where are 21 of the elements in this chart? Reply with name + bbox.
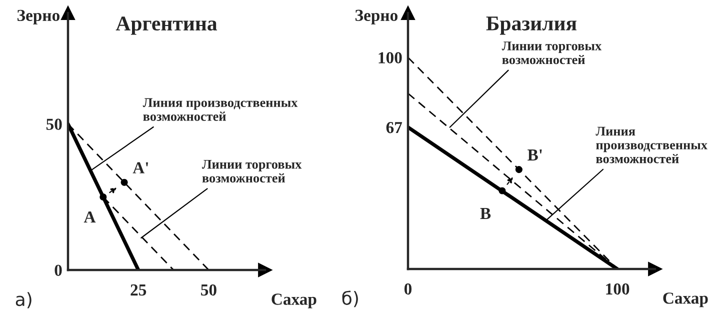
annotation: Линия производственных возможностей <box>142 98 298 121</box>
text: б) <box>342 290 358 308</box>
x-tick-label: 50 <box>201 284 216 296</box>
annotation: Линии торговых возможностей <box>502 42 602 64</box>
x-tick-label: 25 <box>130 284 146 296</box>
chart-title: Бразилия <box>486 16 577 35</box>
series-label: A <box>84 211 96 222</box>
series-label: A' <box>132 162 148 174</box>
chart-title: Аргентина <box>116 16 218 35</box>
y-tick-label: 67 <box>386 122 402 134</box>
annotation: Линии торговых возможностей <box>202 160 302 183</box>
x-tick-label: 0 <box>404 283 412 295</box>
x-tick-label: 100 <box>606 283 630 295</box>
text: а) <box>16 292 32 308</box>
x-axis-title: Сахар <box>663 292 708 308</box>
series-label: B' <box>528 150 542 161</box>
x-axis-title: Сахар <box>272 294 316 308</box>
annotation: Линия производственных возможностей <box>596 126 708 164</box>
series-label: B <box>480 208 491 219</box>
y-axis-title: Зерно <box>355 10 398 24</box>
y-axis-title: Зерно <box>17 10 60 24</box>
